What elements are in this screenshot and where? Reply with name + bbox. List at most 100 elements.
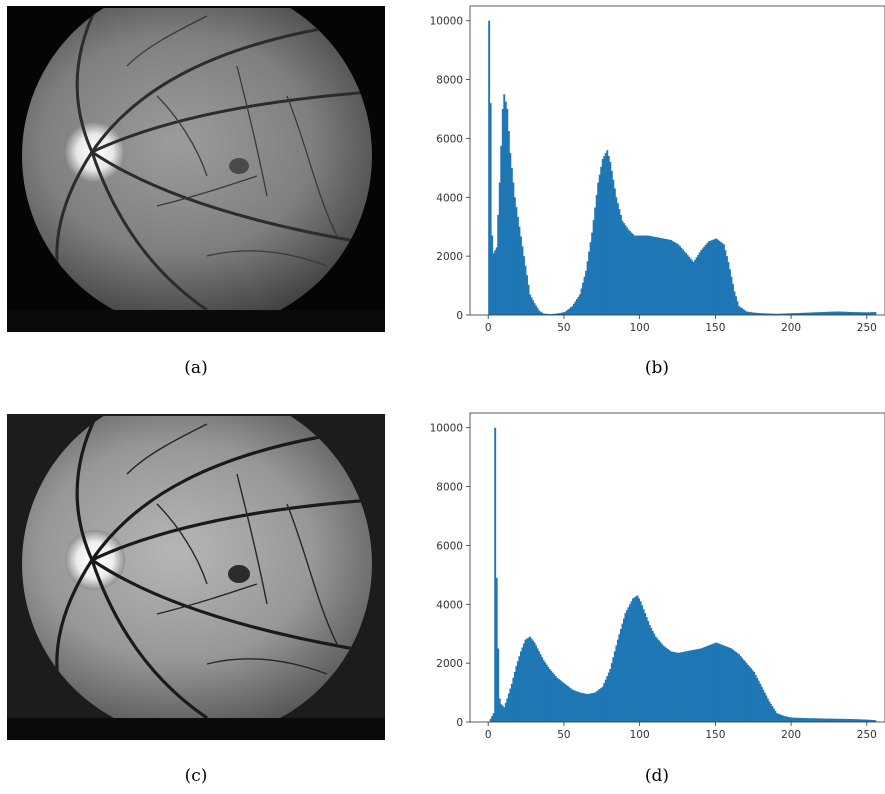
histogram-bar (513, 197, 516, 315)
histogram-bar (821, 312, 824, 315)
histogram-bar (683, 251, 686, 315)
histogram-bar (515, 207, 518, 315)
histogram-bar (688, 256, 691, 315)
histogram-bar (498, 698, 501, 722)
histogram-bar (853, 312, 856, 315)
histogram-bar (701, 248, 704, 315)
histogram-bar (698, 252, 701, 315)
histogram-bar (812, 312, 815, 315)
histogram-bar (569, 688, 572, 722)
histogram-bar (629, 231, 631, 315)
histogram-bar (506, 109, 509, 315)
histogram-bar (491, 716, 494, 722)
histogram-bar (868, 719, 871, 722)
histogram-bar (538, 651, 541, 722)
histogram-bar (689, 650, 692, 722)
histogram-bar (594, 207, 597, 315)
histogram-bar (709, 644, 712, 722)
histogram-bar (606, 150, 609, 315)
histogram-bar (732, 649, 734, 722)
histogram-bar (857, 719, 860, 722)
histogram-bar (695, 257, 698, 315)
histogram-bar (756, 677, 759, 722)
histogram-bar (663, 646, 666, 722)
histogram-bar (845, 718, 848, 722)
histogram-bar (624, 225, 627, 315)
histogram-bar (709, 240, 712, 315)
histogram-bar (541, 657, 544, 722)
histogram-bar (868, 312, 871, 315)
histogram-bar (616, 203, 619, 315)
histogram-bar (636, 595, 639, 722)
histogram-b: 0 50 100 150 200 250 0 2000 4000 6000 8000 10000 (430, 5, 885, 334)
histogram-bar (586, 694, 589, 722)
y-tick-label: 0 (456, 310, 463, 322)
histogram-bar (692, 262, 695, 315)
histogram-bar (806, 718, 809, 722)
histogram-bar (523, 256, 525, 315)
histogram-bar (653, 633, 656, 722)
histogram-bar (559, 312, 562, 315)
histogram-bar (795, 313, 798, 315)
histogram-bar (598, 689, 601, 722)
x-tick-label: 0 (485, 322, 492, 334)
histogram-bar (871, 719, 874, 722)
histogram-bar (847, 718, 850, 722)
histogram-bar (691, 650, 694, 722)
histogram-bar (766, 698, 769, 722)
histogram-bar (827, 718, 830, 722)
histogram-bar (666, 239, 669, 315)
histogram-bar (774, 313, 777, 315)
histogram-bar (825, 311, 828, 315)
histogram-bar (669, 651, 672, 722)
histogram-bar (845, 311, 848, 315)
histogram-bar (789, 313, 792, 315)
histogram-bar (713, 239, 716, 315)
histogram-bar (710, 644, 713, 722)
histogram-bar (629, 604, 631, 722)
histogram-bar (494, 250, 497, 315)
histogram-bar (851, 312, 854, 315)
histogram-bar (589, 242, 592, 315)
histogram-bar (654, 237, 657, 315)
histogram-bar (763, 313, 766, 315)
histogram-bar (801, 312, 804, 315)
histogram-bar (674, 242, 677, 315)
histogram-bar (741, 308, 744, 315)
histogram-bar (532, 300, 535, 315)
x-tick-label: 250 (857, 322, 877, 334)
histogram-bar (639, 601, 642, 722)
y-tick-label: 10000 (430, 16, 463, 28)
histogram-bar (660, 238, 663, 315)
histogram-bar (795, 717, 798, 722)
histogram-bar (736, 653, 739, 722)
histogram-bar (659, 641, 662, 722)
histogram-bar (656, 638, 659, 722)
histogram-bar (869, 719, 872, 722)
histogram-bar (633, 597, 636, 722)
y-tick-label: 4000 (436, 599, 463, 611)
histogram-bar (606, 676, 609, 722)
histogram-bar (592, 692, 595, 722)
histogram-bar (489, 719, 492, 722)
histogram-bar (816, 312, 819, 315)
histogram-bar (582, 693, 584, 722)
histogram-bar (500, 145, 503, 315)
histogram-bar (872, 720, 875, 722)
histogram-bar (563, 312, 566, 315)
histogram-bar (679, 246, 681, 315)
histogram-bar (588, 251, 591, 315)
histogram-bar (518, 656, 521, 722)
histogram-bar (559, 680, 562, 722)
histogram-bar (510, 683, 513, 722)
histogram-bar (503, 94, 506, 316)
histogram-bar (657, 640, 660, 722)
histogram-bar (556, 677, 559, 722)
histogram-bar (638, 598, 641, 722)
histogram-bar (774, 710, 777, 722)
histogram-bar (847, 311, 850, 315)
histogram-bar (542, 660, 545, 722)
histogram-bar (836, 718, 839, 722)
x-tick-label: 150 (705, 729, 725, 741)
histogram-bar (857, 312, 860, 315)
